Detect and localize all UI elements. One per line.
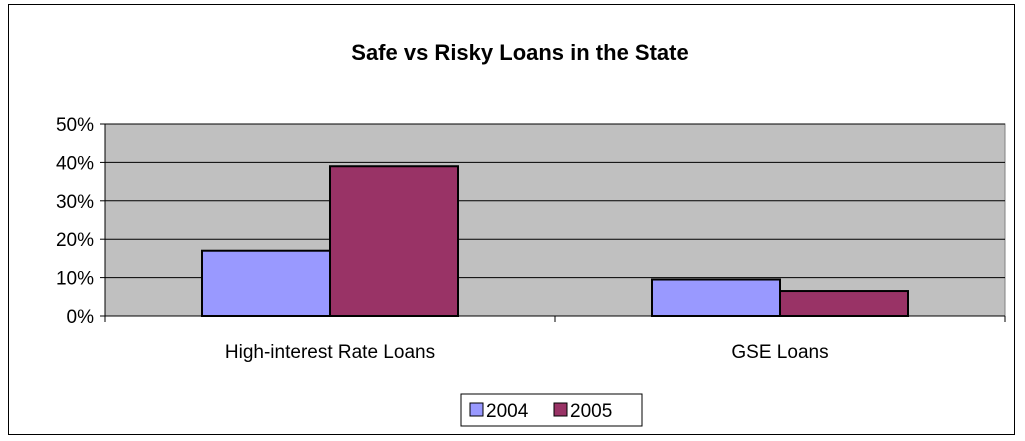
chart-title: Safe vs Risky Loans in the State — [351, 40, 688, 65]
legend: 2004 2005 — [460, 393, 643, 427]
bar-2005-0 — [329, 165, 459, 317]
bar-2004-0 — [201, 249, 331, 317]
plot-area: 0% 10% 20% 30% 40% 50% High-interest Rate Loan… — [56, 115, 1006, 363]
legend-label-2004: 2004 — [486, 401, 529, 422]
y-tick-label: 50% — [56, 115, 94, 136]
legend-swatch-2005 — [553, 402, 568, 417]
y-tick-label: 20% — [56, 230, 94, 251]
y-tick-label: 10% — [56, 269, 94, 290]
bar-2005-1 — [779, 290, 909, 318]
x-tick-label: GSE Loans — [731, 342, 828, 363]
x-tick-label: High-interest Rate Loans — [225, 342, 435, 363]
legend-swatch-2004 — [469, 402, 484, 417]
y-tick-label: 0% — [67, 307, 95, 328]
legend-box — [460, 393, 643, 427]
y-tick-label: 40% — [56, 153, 94, 174]
y-tick-label: 30% — [56, 192, 94, 213]
bar-2004-1 — [651, 278, 781, 317]
legend-label-2005: 2005 — [570, 401, 612, 422]
